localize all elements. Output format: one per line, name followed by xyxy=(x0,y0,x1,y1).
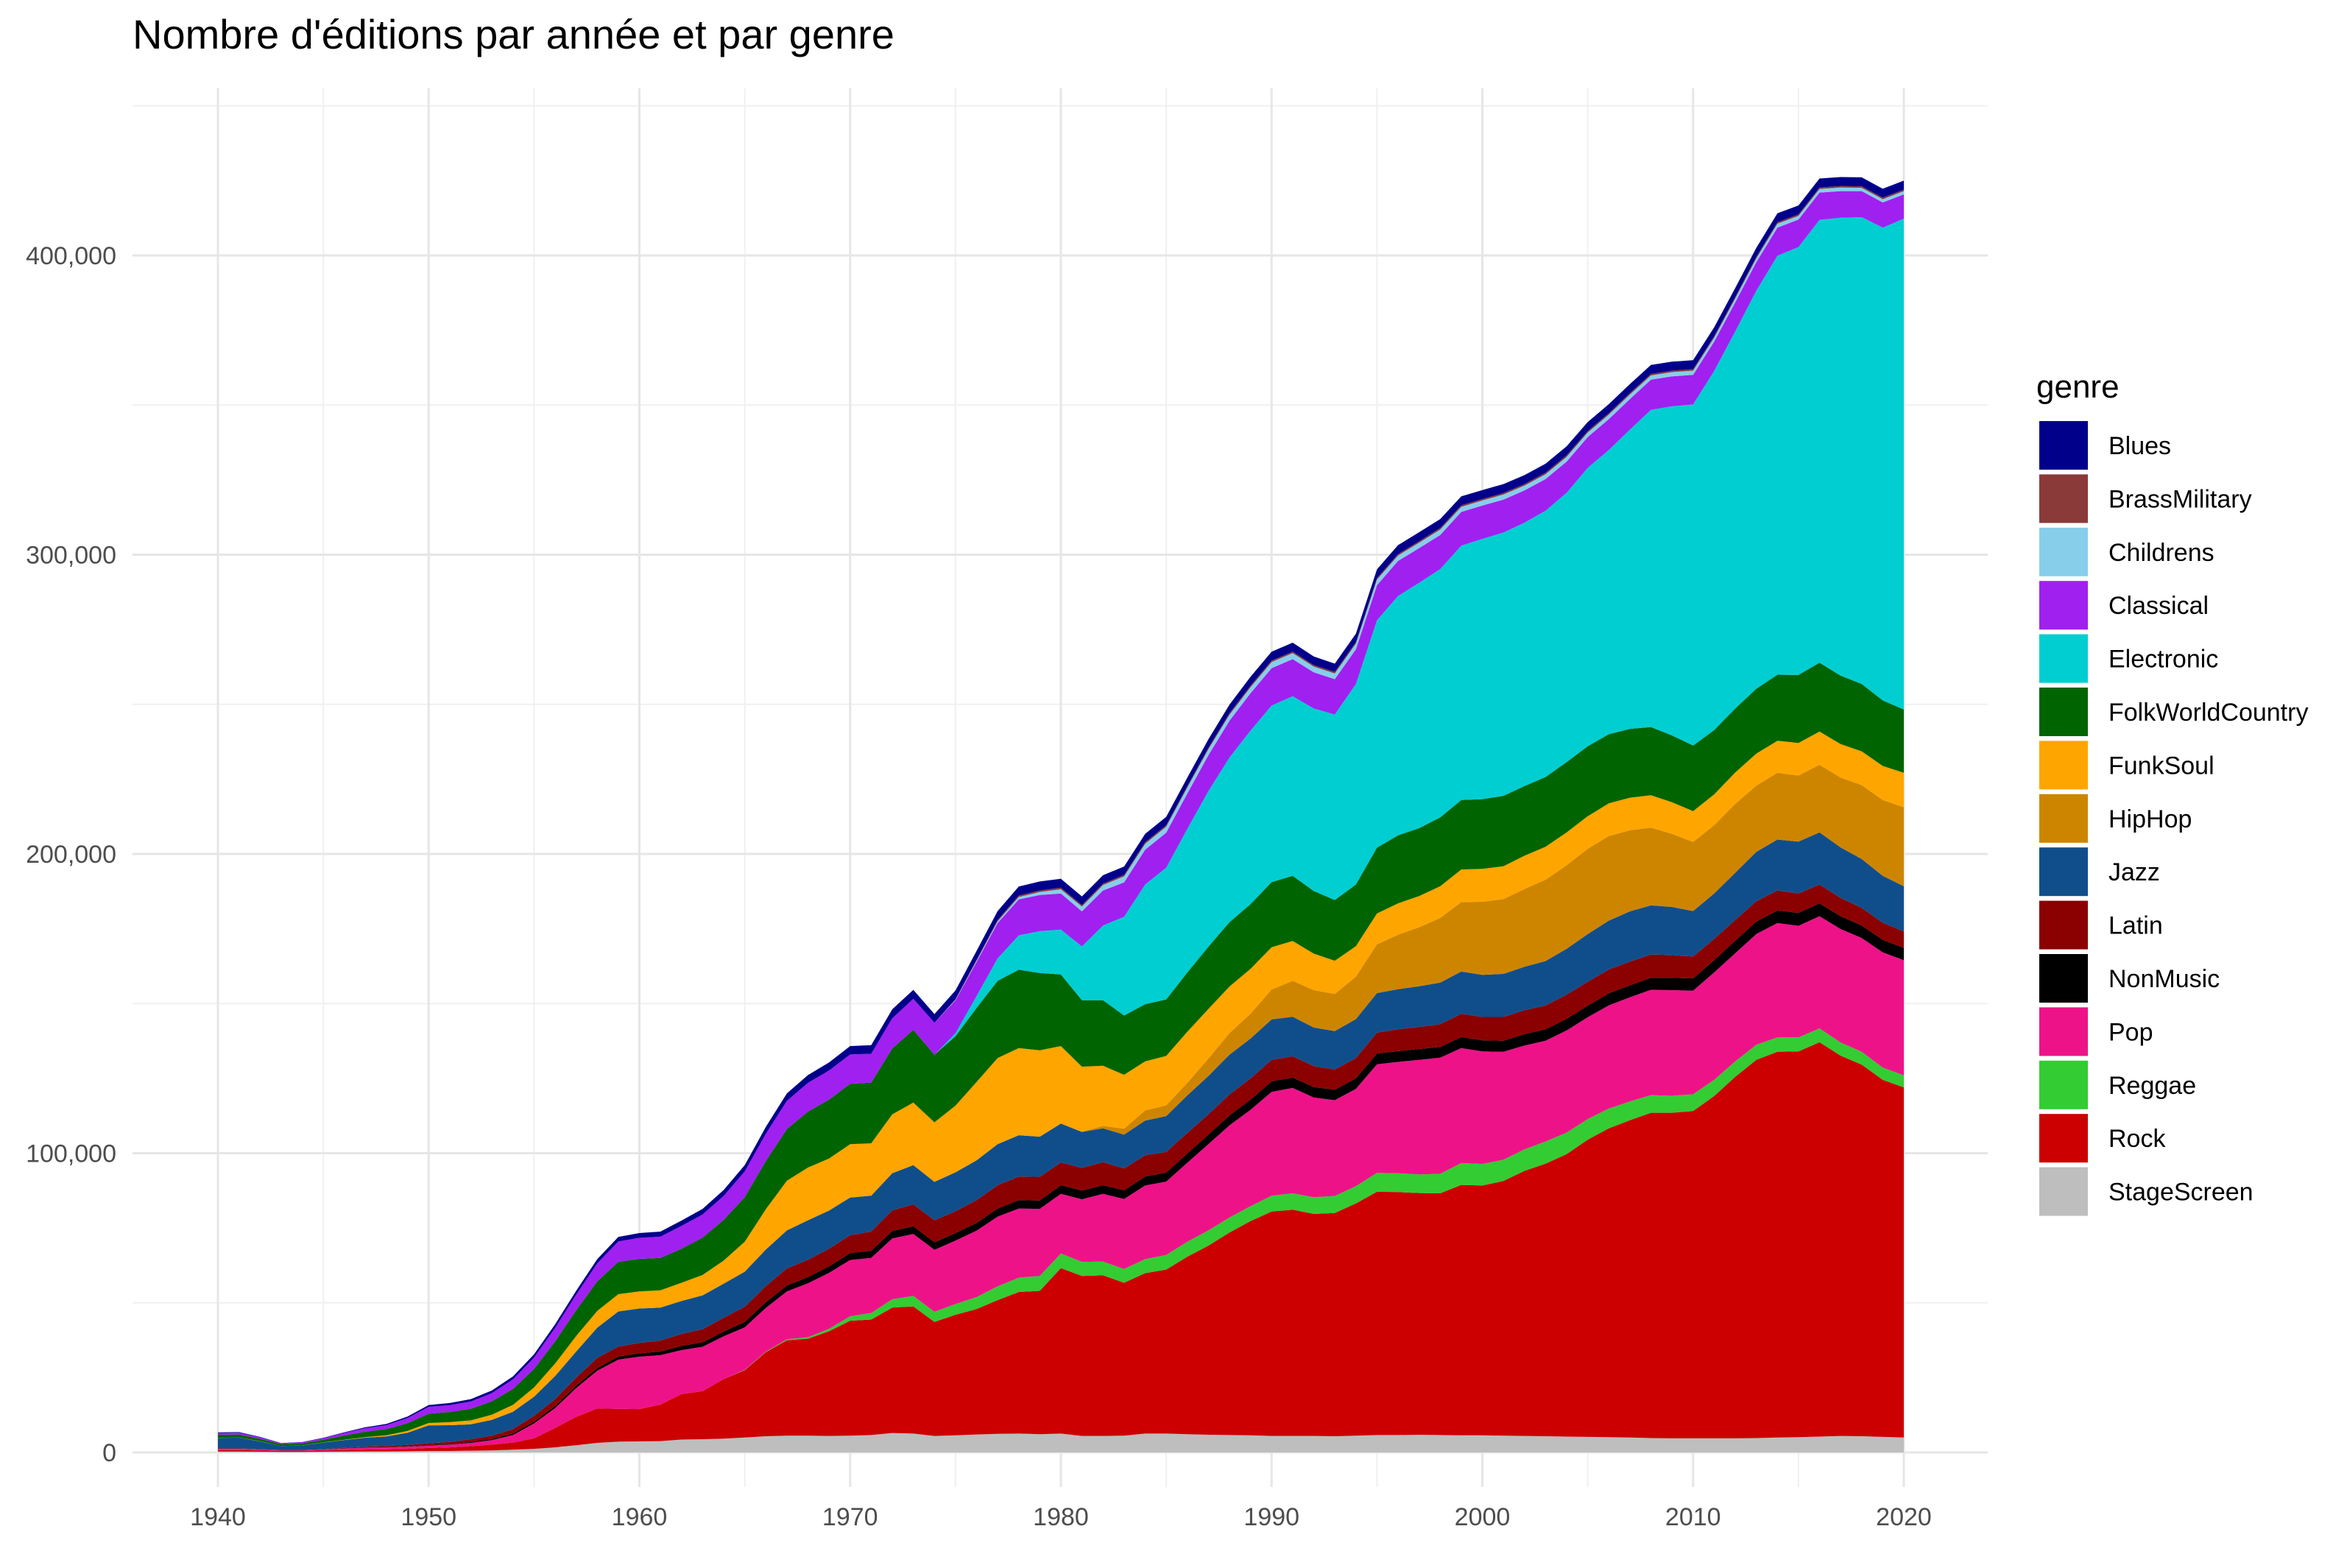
legend-label-blues: Blues xyxy=(2108,432,2171,460)
area-classical xyxy=(218,191,1904,1444)
legend-swatch-blues xyxy=(2039,421,2088,470)
area-hiphop xyxy=(218,764,1904,1447)
area-folkworldcountry xyxy=(218,663,1904,1447)
area-funksoul xyxy=(218,731,1904,1447)
x-tick-label: 2010 xyxy=(1665,1503,1721,1531)
legend-swatch-reggae xyxy=(2039,1060,2088,1109)
area-stagescreen xyxy=(218,1433,1904,1452)
legend-swatch-folkworldcountry xyxy=(2039,688,2088,736)
y-tick-label: 400,000 xyxy=(26,242,116,270)
axis-layer: 1940 1950 1960 1970 1980 1990 2000 2010 2020 0 100… xyxy=(26,242,1932,1531)
legend-label-reggae: Reggae xyxy=(2108,1072,2196,1100)
legend-label-funksoul: FunkSoul xyxy=(2108,752,2214,780)
legend-swatch-hiphop xyxy=(2039,794,2088,843)
x-tick-label: 1970 xyxy=(822,1503,878,1531)
legend-swatch-childrens xyxy=(2039,527,2088,576)
x-tick-label: 1960 xyxy=(612,1503,668,1531)
legend-label-pop: Pop xyxy=(2108,1018,2153,1046)
area-reggae xyxy=(218,1028,1904,1451)
legend-label-rock: Rock xyxy=(2108,1125,2166,1153)
y-tick-label: 100,000 xyxy=(26,1140,116,1168)
legend-swatch-jazz xyxy=(2039,847,2088,897)
legend-label-jazz: Jazz xyxy=(2108,858,2160,886)
legend-label-electronic: Electronic xyxy=(2108,646,2218,674)
legend-swatch-funksoul xyxy=(2039,741,2088,790)
legend-swatch-pop xyxy=(2039,1007,2088,1056)
legend-label-latin: Latin xyxy=(2108,912,2163,940)
area-childrens xyxy=(218,187,1904,1444)
legend-label-classical: Classical xyxy=(2108,592,2209,620)
legend-title: genre xyxy=(2036,369,2120,405)
legend-label-nonmusic: NonMusic xyxy=(2108,965,2220,993)
x-tick-label: 1980 xyxy=(1033,1503,1089,1531)
area-jazz xyxy=(218,832,1904,1450)
x-tick-label: 2000 xyxy=(1455,1503,1511,1531)
legend-swatch-brassmilitary xyxy=(2039,474,2088,523)
chart-title: Nombre d'éditions par année et par genre xyxy=(133,11,894,57)
area-blues xyxy=(218,177,1904,1444)
area-brassmilitary xyxy=(218,186,1904,1444)
x-tick-label: 1940 xyxy=(190,1503,246,1531)
area-layer xyxy=(218,177,1904,1452)
area-latin xyxy=(218,884,1904,1450)
x-tick-label: 1990 xyxy=(1243,1503,1299,1531)
legend-swatch-rock xyxy=(2039,1114,2088,1163)
y-tick-label: 200,000 xyxy=(26,841,116,869)
legend-label-brassmilitary: BrassMilitary xyxy=(2108,485,2252,513)
x-tick-label: 1950 xyxy=(400,1503,456,1531)
legend-label-childrens: Childrens xyxy=(2108,539,2214,567)
legend-layer: genre Blues BrassMilitary Childrens Classica… xyxy=(2036,369,2308,1216)
legend-swatch-stagescreen xyxy=(2039,1167,2088,1216)
legend-swatch-nonmusic xyxy=(2039,954,2088,1003)
y-tick-label: 0 xyxy=(102,1439,116,1467)
legend-label-stagescreen: StageScreen xyxy=(2108,1179,2254,1207)
legend-swatch-latin xyxy=(2039,900,2088,950)
area-electronic xyxy=(218,217,1904,1444)
legend-swatch-classical xyxy=(2039,581,2088,630)
area-rock xyxy=(218,1042,1904,1452)
area-pop xyxy=(218,916,1904,1451)
x-tick-label: 2020 xyxy=(1876,1503,1932,1531)
legend-label-folkworldcountry: FolkWorldCountry xyxy=(2108,699,2308,727)
legend-swatch-electronic xyxy=(2039,634,2088,683)
legend-label-hiphop: HipHop xyxy=(2108,805,2192,833)
y-tick-label: 300,000 xyxy=(26,542,116,570)
